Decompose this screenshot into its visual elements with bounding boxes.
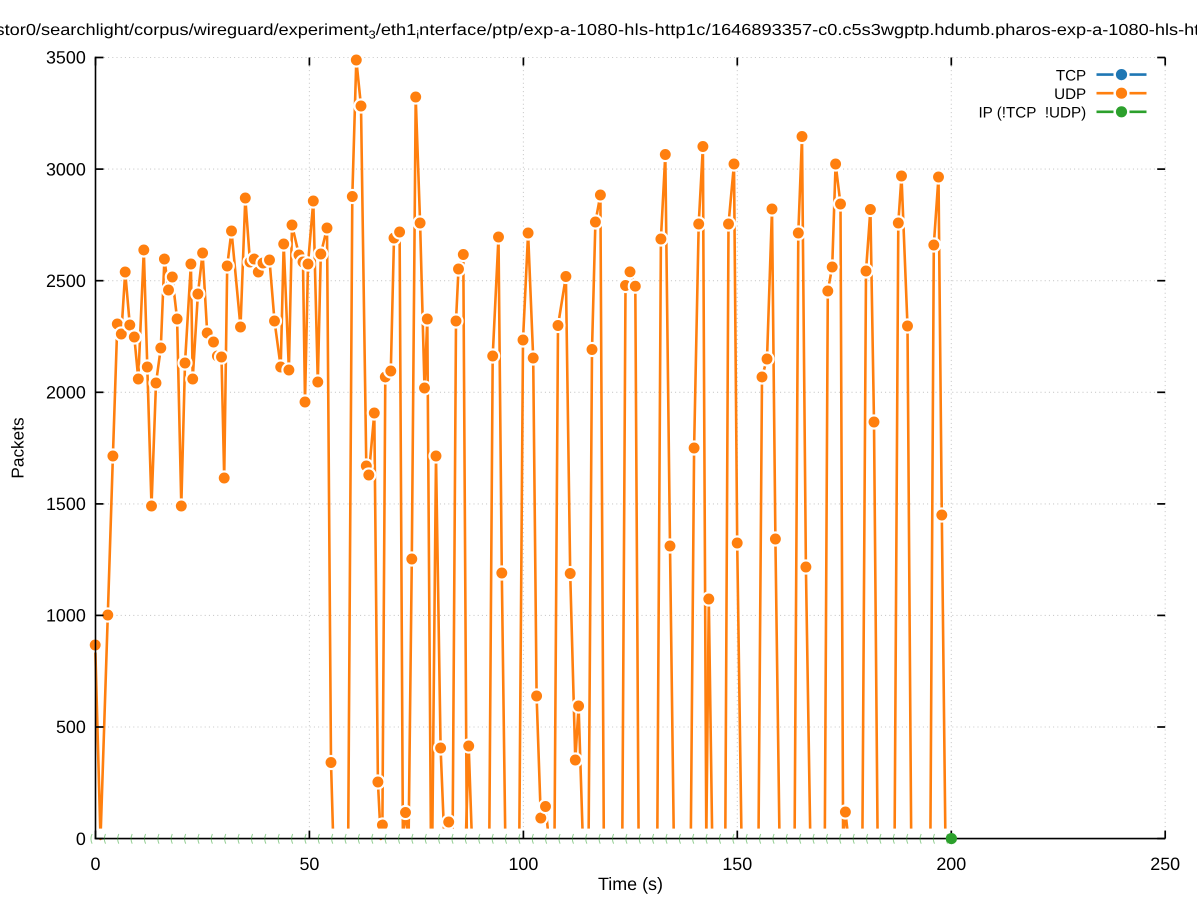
svg-text:3000: 3000 bbox=[46, 159, 86, 179]
svg-text:stor0/searchlight/corpus/wireg: stor0/searchlight/corpus/wireguard/exper… bbox=[0, 21, 1197, 41]
svg-text:150: 150 bbox=[722, 854, 752, 874]
svg-text:Packets: Packets bbox=[8, 417, 28, 478]
svg-text:500: 500 bbox=[56, 717, 86, 737]
svg-text:3500: 3500 bbox=[46, 48, 86, 68]
svg-text:UDP: UDP bbox=[1054, 86, 1086, 103]
svg-text:0: 0 bbox=[76, 829, 86, 849]
svg-text:2000: 2000 bbox=[46, 383, 86, 403]
svg-text:TCP: TCP bbox=[1056, 67, 1086, 84]
svg-text:1000: 1000 bbox=[46, 606, 86, 626]
svg-text:1500: 1500 bbox=[46, 494, 86, 514]
svg-text:IP (!TCP !UDP): IP (!TCP !UDP) bbox=[978, 105, 1086, 122]
svg-text:100: 100 bbox=[508, 854, 538, 874]
svg-text:0: 0 bbox=[91, 854, 101, 874]
svg-text:Time (s): Time (s) bbox=[598, 874, 663, 894]
svg-text:2500: 2500 bbox=[46, 271, 86, 291]
svg-text:200: 200 bbox=[936, 854, 966, 874]
svg-text:50: 50 bbox=[299, 854, 319, 874]
svg-text:250: 250 bbox=[1150, 854, 1180, 874]
